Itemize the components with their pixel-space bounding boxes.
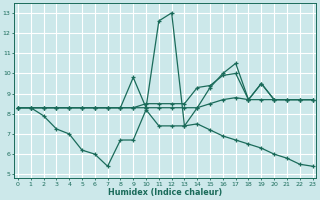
X-axis label: Humidex (Indice chaleur): Humidex (Indice chaleur) [108, 188, 222, 197]
